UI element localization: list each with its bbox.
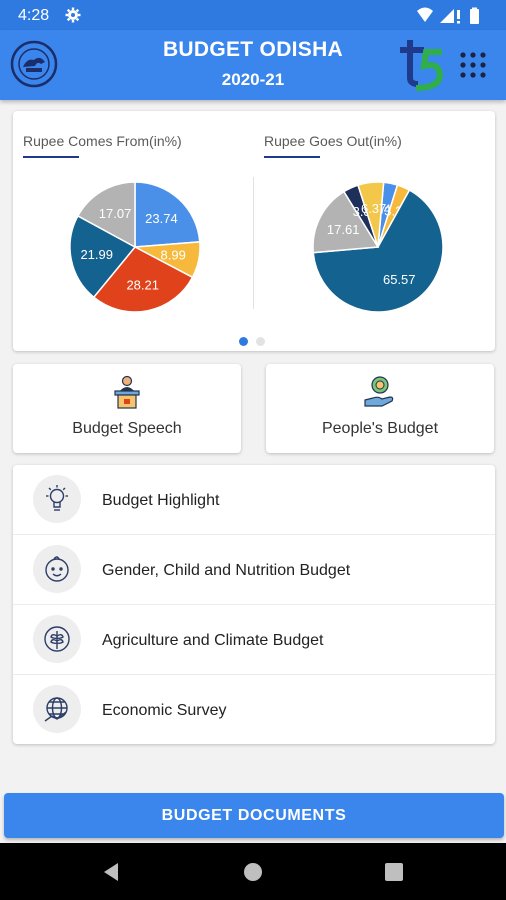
- list-icon-circle: [33, 475, 81, 523]
- pie-slice: [69, 214, 137, 299]
- pie-slice-label: 17.61: [327, 222, 360, 237]
- t5-logo: [400, 40, 444, 91]
- odisha-emblem-logo: [10, 40, 58, 88]
- battery-icon: [470, 9, 479, 24]
- hand-coin-icon: [364, 376, 394, 407]
- leaf-icon: [44, 626, 70, 652]
- charts-carousel[interactable]: Rupee Comes From(in%) Rupee Goes Out(in%…: [13, 111, 495, 351]
- lightbulb-icon: [46, 485, 68, 511]
- pie-slice: [134, 181, 201, 248]
- pie-slice-label: 23.74: [145, 211, 178, 226]
- peoples-budget-label: People's Budget: [321, 420, 439, 437]
- list-icon-circle: [33, 545, 81, 593]
- globe-chart-icon: [44, 697, 68, 722]
- system-status-icons: [417, 7, 479, 24]
- list-icon-circle: [33, 685, 81, 733]
- list-item-label: Budget Highlight: [102, 492, 220, 509]
- budget-documents-button[interactable]: BUDGET DOCUMENTS: [4, 793, 504, 838]
- carousel-page-indicator: [239, 337, 269, 346]
- page-dot[interactable]: [256, 337, 265, 346]
- app-title: BUDGET ODISHA: [162, 38, 344, 61]
- settings-gear-icon: [65, 7, 81, 23]
- pie-slice-label: 8.99: [161, 247, 186, 262]
- list-item-economic-survey[interactable]: Economic Survey: [13, 675, 495, 745]
- rupee-comes-from-pie-chart: 23.74 8.99 28.21 21.99 17.07: [69, 181, 201, 313]
- pie-slice: [76, 181, 136, 249]
- pie-slice: [92, 246, 194, 313]
- signal-icon: [440, 9, 454, 23]
- pie-slice-label: 17.07: [99, 206, 132, 221]
- app-bar: BUDGET ODISHA 2020-21: [0, 30, 506, 100]
- list-item-gender-child-nutrition[interactable]: Gender, Child and Nutrition Budget: [13, 535, 495, 605]
- right-chart-title: Rupee Goes Out(in%): [264, 133, 402, 149]
- left-chart-title: Rupee Comes From(in%): [23, 133, 182, 149]
- list-icon-circle: [33, 615, 81, 663]
- budget-speech-tile[interactable]: Budget Speech: [13, 364, 241, 453]
- status-time: 4:28: [18, 7, 50, 24]
- podium-speaker-icon: [114, 375, 140, 409]
- chart-divider: [253, 177, 254, 309]
- right-chart-underline: [264, 156, 320, 158]
- android-navigation-bar: [0, 843, 506, 900]
- status-bar: 4:28: [0, 0, 506, 30]
- nav-home-icon[interactable]: [242, 861, 264, 883]
- list-item-label: Agriculture and Climate Budget: [102, 632, 324, 649]
- pie-slice: [357, 181, 385, 248]
- pie-slice-label: 28.21: [126, 278, 159, 293]
- budget-menu-list: Budget Highlight Gender, Child and Nutri…: [13, 465, 495, 744]
- left-chart-underline: [23, 156, 79, 158]
- list-item-agriculture-climate[interactable]: Agriculture and Climate Budget: [13, 605, 495, 675]
- pie-slice-label: 21.99: [80, 247, 113, 262]
- list-item-label: Gender, Child and Nutrition Budget: [102, 562, 351, 579]
- app-subtitle: 2020-21: [221, 70, 285, 89]
- pie-slice-label: 65.57: [383, 272, 416, 287]
- budget-speech-label: Budget Speech: [72, 420, 182, 437]
- page-dot-active[interactable]: [239, 337, 248, 346]
- nav-recents-icon[interactable]: [383, 861, 405, 883]
- apps-grid-icon[interactable]: [460, 52, 486, 78]
- peoples-budget-tile[interactable]: People's Budget: [266, 364, 494, 453]
- wifi-icon: [417, 7, 433, 22]
- list-item-label: Economic Survey: [102, 702, 227, 719]
- pie-slice-label: 6.37: [361, 201, 386, 216]
- pie-slice: [312, 189, 444, 313]
- pie-slice: [312, 190, 380, 254]
- list-item-budget-highlight[interactable]: Budget Highlight: [13, 465, 495, 535]
- nav-back-icon[interactable]: [100, 861, 122, 883]
- baby-face-icon: [45, 556, 69, 582]
